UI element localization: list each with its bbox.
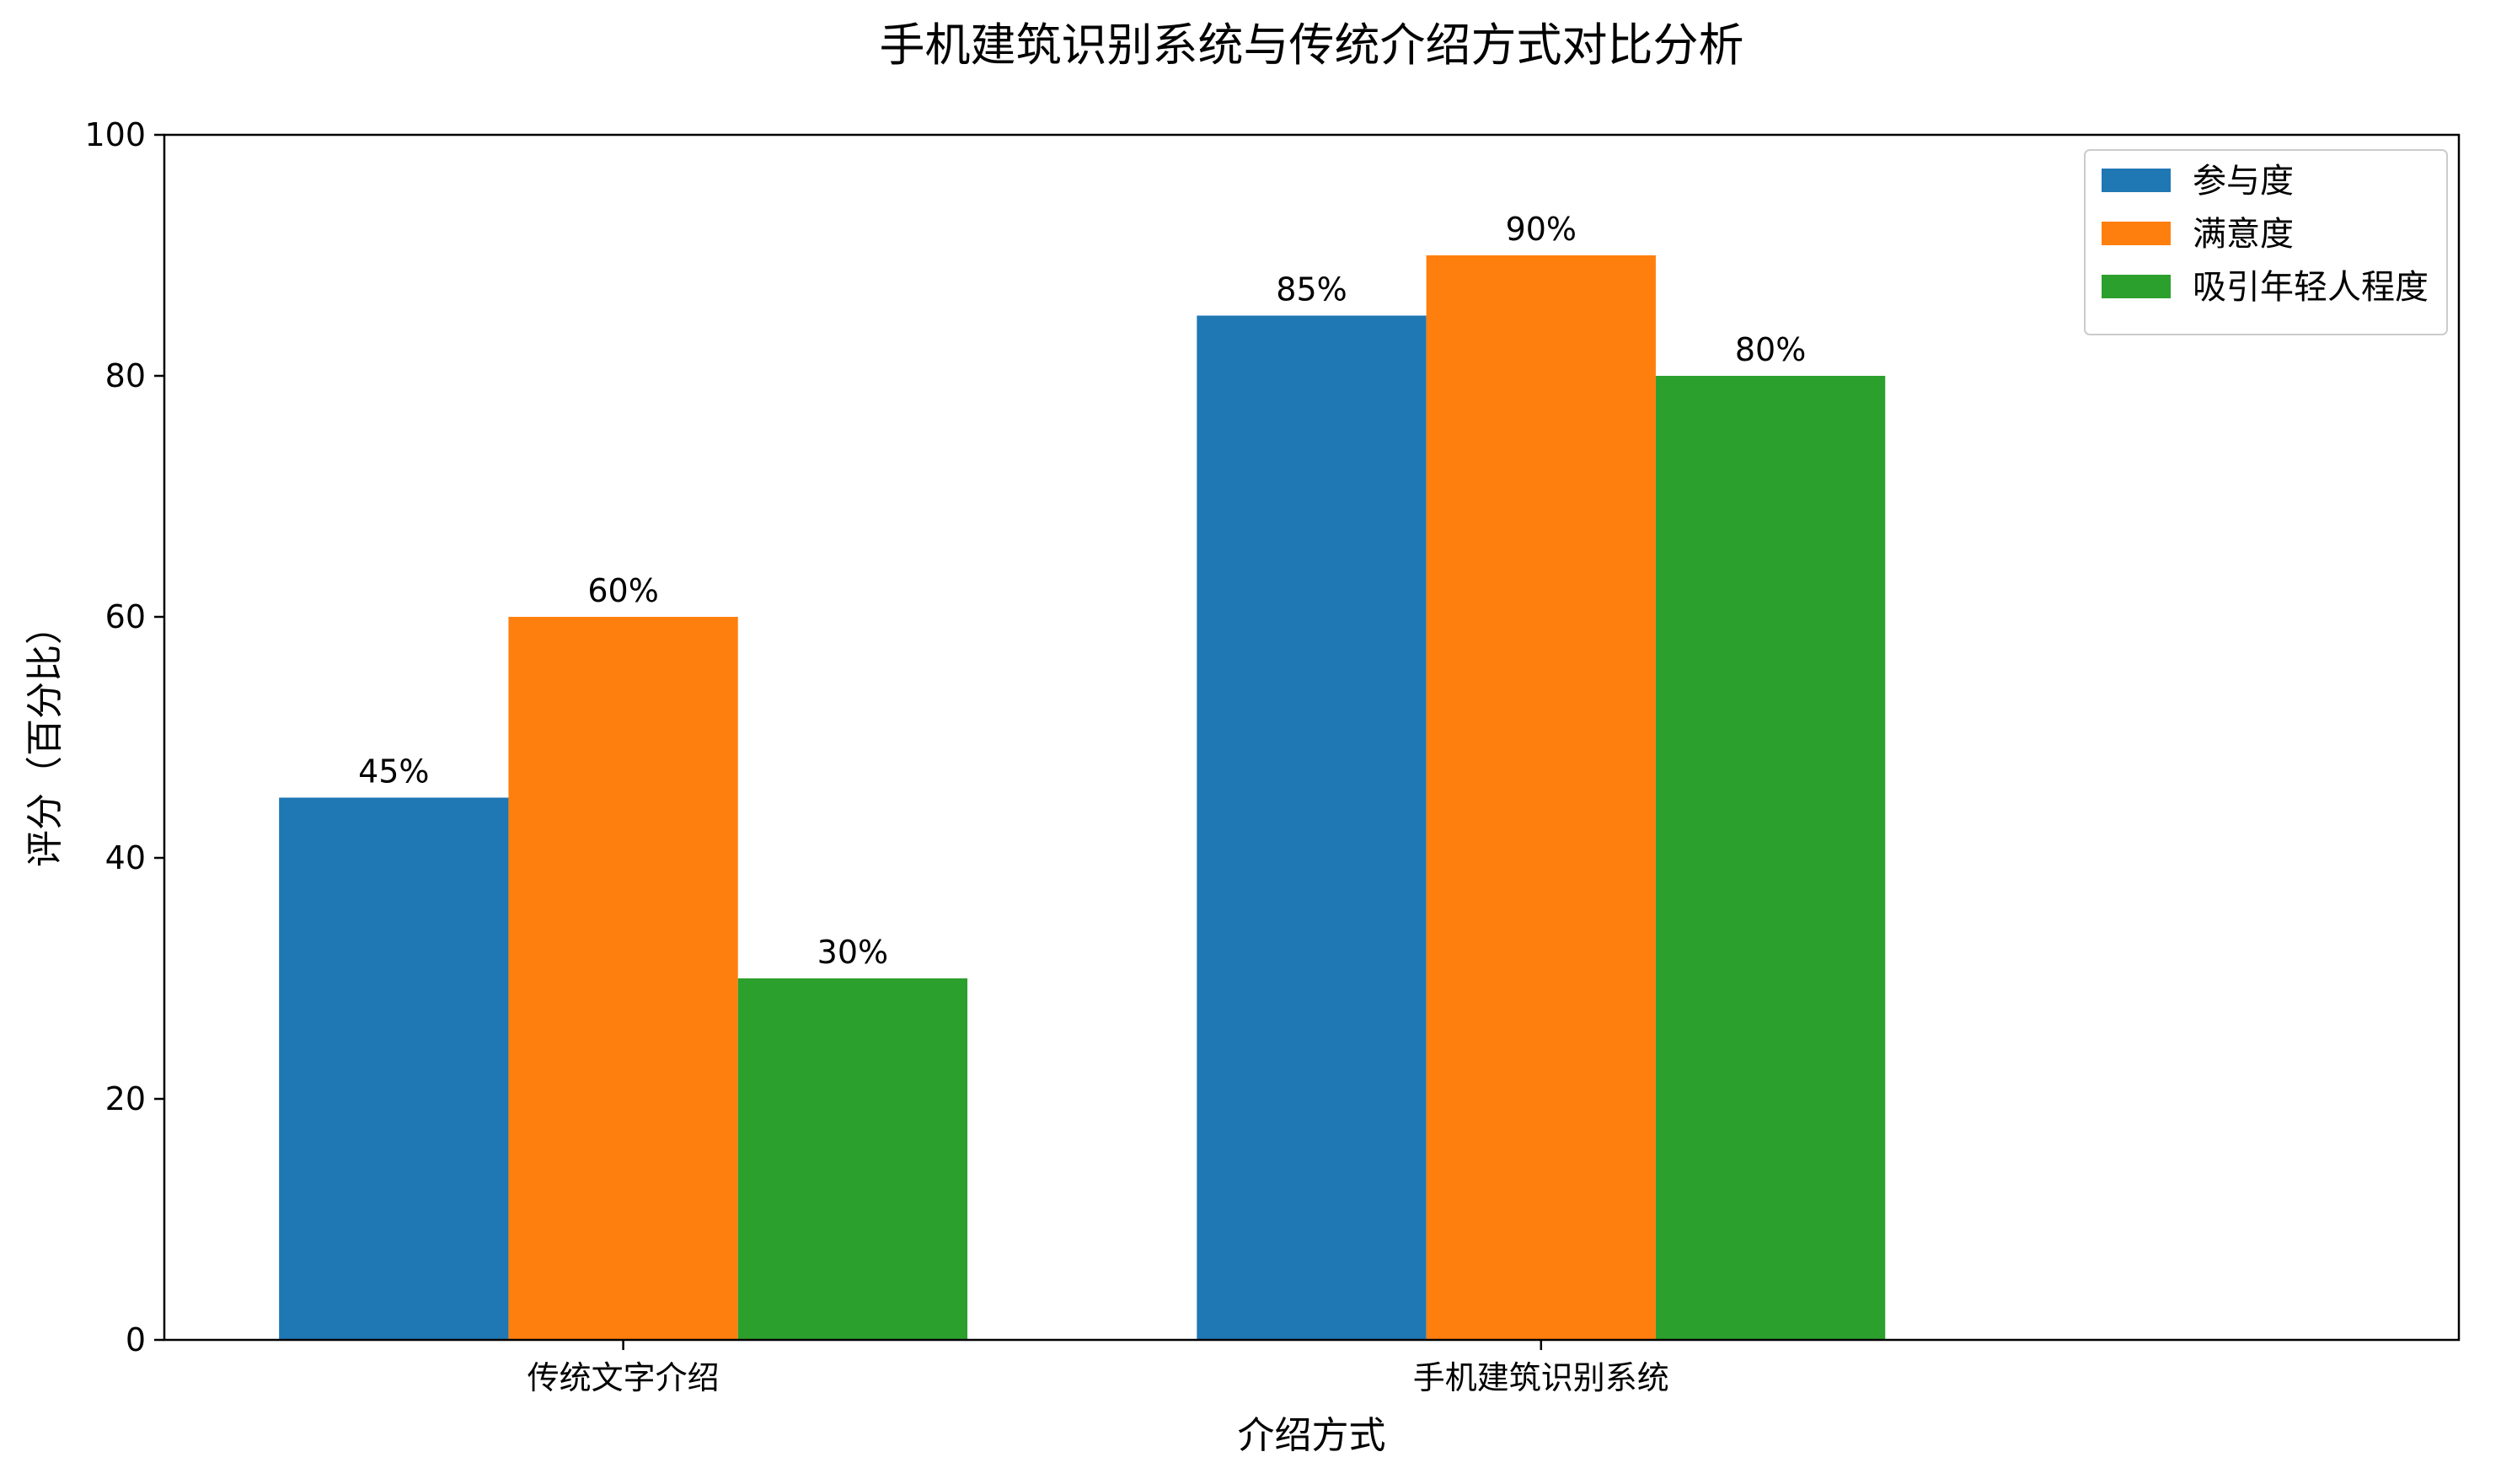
bar-value-label: 80% [1735, 331, 1806, 368]
y-tick-label: 40 [105, 839, 146, 876]
y-tick-label: 0 [126, 1321, 146, 1358]
bar-value-label: 85% [1276, 271, 1347, 308]
axes-frame [163, 133, 2461, 1342]
y-axis-label: 评分（百分比） [24, 608, 67, 867]
y-tick-label: 60 [105, 598, 146, 635]
y-tick-label: 80 [105, 357, 146, 394]
bar-1-1 [279, 797, 509, 1340]
bar-value-label: 60% [587, 572, 658, 609]
bar-3-1 [737, 978, 968, 1340]
x-tick-label: 传统文字介绍 [528, 1359, 720, 1396]
bar-value-label: 90% [1506, 211, 1577, 248]
bar-value-label: 45% [358, 753, 429, 790]
legend-label: 吸引年轻人程度 [2193, 268, 2429, 307]
legend-label: 参与度 [2193, 162, 2294, 201]
chart-title: 手机建筑识别系统与传统介绍方式对比分析 [880, 19, 1744, 72]
bar-2-1 [508, 617, 738, 1340]
x-tick-label: 手机建筑识别系统 [1413, 1359, 1669, 1396]
y-tick-label: 20 [105, 1080, 146, 1117]
legend-label: 满意度 [2193, 215, 2294, 254]
bar-2-2 [1426, 255, 1656, 1340]
bar-3-2 [1655, 376, 1886, 1340]
legend-swatch [2102, 222, 2171, 245]
bar-value-label: 30% [817, 934, 888, 971]
legend-swatch [2102, 169, 2171, 192]
x-axis-label: 介绍方式 [1238, 1414, 1386, 1457]
plot-area: 45% 85% 60% 90% 30% 80% 0 20 40 60 80 100 传统文字介绍 手机建筑… [84, 116, 2461, 1396]
y-tick-label: 100 [84, 116, 146, 153]
legend-swatch [2102, 275, 2171, 298]
bar-1-2 [1197, 315, 1427, 1340]
legend-box [2084, 149, 2448, 335]
